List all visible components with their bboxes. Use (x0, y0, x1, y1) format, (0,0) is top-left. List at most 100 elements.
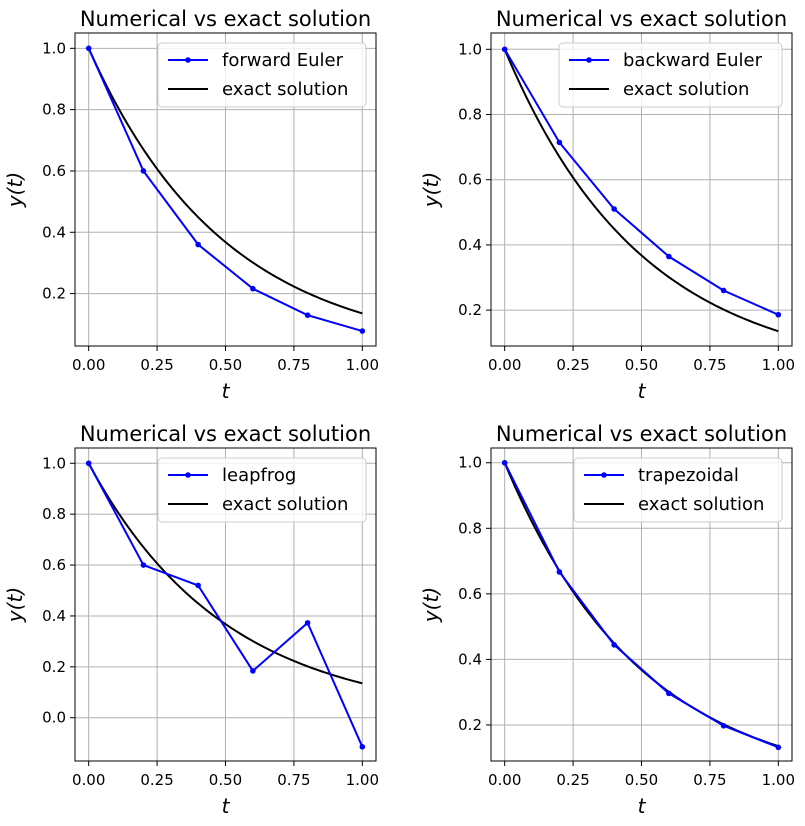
x-tick-label: 1.00 (762, 356, 795, 374)
chart-panel-2: 0.00 0.25 0.50 0.75 1.00 0.2 0.4 0.6 0.8 1.0 Numer… (419, 7, 795, 403)
data-point (195, 241, 201, 248)
y-tick-label: 0.4 (42, 223, 66, 241)
legend-box (157, 42, 367, 108)
y-tick-label: 0.4 (458, 650, 482, 668)
y-tick-label: 0.0 (42, 709, 66, 727)
x-tick-label: 0.25 (556, 356, 589, 374)
data-point (140, 168, 147, 174)
x-tick-label: 0.75 (693, 771, 726, 789)
data-point (501, 46, 508, 53)
x-tick-label: 1.00 (346, 771, 379, 789)
x-axis-label: t (222, 379, 231, 403)
x-tick-label: 0.00 (488, 356, 521, 374)
y-tick-label: 0.8 (458, 106, 482, 124)
data-point (85, 45, 92, 52)
y-tick-label: 0.4 (458, 236, 482, 254)
chart-title: Numerical vs exact solution (496, 7, 787, 31)
series-numerical-line (87, 47, 363, 333)
legend: forward Euler exact solution (157, 42, 367, 108)
y-tick-label: 0.6 (42, 162, 66, 180)
legend-label: leapfrog (222, 465, 296, 486)
chart-panel-1: 0.00 0.25 0.50 0.75 1.00 0.2 0.4 0.6 0.8 1.0 Numer… (3, 7, 379, 403)
legend: trapezoidal exact solution (573, 457, 783, 523)
legend: leapfrog exact solution (157, 457, 367, 523)
data-point (140, 562, 147, 568)
series-numerical-line (87, 462, 364, 748)
y-axis-label: y(t) (419, 587, 443, 623)
x-tick-label: 0.50 (209, 771, 242, 789)
x-axis-label: t (638, 794, 647, 818)
data-point (304, 620, 311, 626)
y-tick-label: 0.2 (42, 658, 66, 676)
y-tick-label: 0.6 (42, 556, 66, 574)
data-point (556, 569, 563, 575)
x-tick-label: 1.00 (762, 771, 795, 789)
chart-title: Numerical vs exact solution (496, 422, 787, 446)
legend-label: backward Euler (623, 50, 763, 71)
chart-title: Numerical vs exact solution (80, 7, 371, 31)
legend-label: forward Euler (222, 50, 344, 71)
chart-panel-4: 0.00 0.25 0.50 0.75 1.00 0.2 0.4 0.6 0.8 1.0 Numer… (419, 422, 795, 818)
y-tick-label: 1.0 (42, 39, 66, 57)
x-tick-label: 0.25 (140, 771, 173, 789)
x-tick-label: 0.00 (72, 356, 105, 374)
y-tick-label: 0.2 (458, 301, 482, 319)
y-tick-label: 0.2 (42, 285, 66, 303)
series-exact-solution-line (87, 462, 363, 685)
legend-label: exact solution (222, 79, 348, 100)
x-tick-label: 0.00 (488, 771, 521, 789)
legend-label: exact solution (222, 494, 348, 515)
data-point (775, 744, 782, 751)
data-point (85, 460, 92, 467)
y-axis-label: y(t) (3, 587, 27, 623)
x-axis-label: t (222, 794, 231, 818)
x-tick-label: 0.50 (625, 771, 658, 789)
data-point (666, 253, 672, 260)
legend-label: exact solution (638, 494, 764, 515)
legend-box (558, 42, 783, 108)
data-point (501, 459, 508, 466)
legend: backward Euler exact solution (558, 42, 783, 108)
legend-marker (586, 57, 592, 63)
data-point (359, 328, 366, 334)
y-tick-label: 0.8 (42, 505, 66, 523)
x-tick-label: 0.50 (209, 356, 242, 374)
y-tick-label: 0.8 (42, 101, 66, 119)
series-numerical-line (503, 48, 779, 316)
data-point (304, 312, 311, 318)
data-point (359, 744, 366, 750)
chart-title: Numerical vs exact solution (80, 422, 371, 446)
y-tick-label: 0.6 (458, 171, 482, 189)
data-point (250, 285, 256, 292)
legend-box (157, 457, 367, 523)
y-axis-label: y(t) (419, 172, 443, 208)
x-tick-label: 0.75 (277, 356, 310, 374)
data-point (775, 311, 782, 318)
data-point (250, 668, 256, 674)
x-tick-label: 0.25 (556, 771, 589, 789)
y-tick-label: 0.4 (42, 607, 66, 625)
series-exact-solution-line (87, 47, 363, 315)
y-tick-label: 0.2 (458, 716, 482, 734)
x-tick-label: 0.75 (693, 356, 726, 374)
y-tick-label: 0.8 (458, 519, 482, 537)
data-point (666, 690, 672, 697)
data-point (720, 722, 727, 729)
data-point (556, 139, 563, 146)
data-point (720, 287, 727, 294)
series-numerical-line (503, 462, 779, 749)
data-point (611, 642, 617, 648)
x-tick-label: 0.75 (277, 771, 310, 789)
legend-marker (601, 472, 607, 478)
legend-label: exact solution (623, 79, 749, 100)
x-tick-label: 0.00 (72, 771, 105, 789)
x-tick-label: 0.25 (140, 356, 173, 374)
x-tick-label: 0.50 (625, 356, 658, 374)
x-tick-label: 1.00 (346, 356, 379, 374)
legend-marker (185, 472, 191, 478)
y-tick-label: 1.0 (458, 454, 482, 472)
chart-panel-3: 0.00 0.25 0.50 0.75 1.00 0.0 0.2 0.4 0.6 0.8 1.0 Nu… (3, 422, 379, 818)
y-axis-label: y(t) (3, 172, 27, 208)
legend-marker (185, 57, 191, 63)
